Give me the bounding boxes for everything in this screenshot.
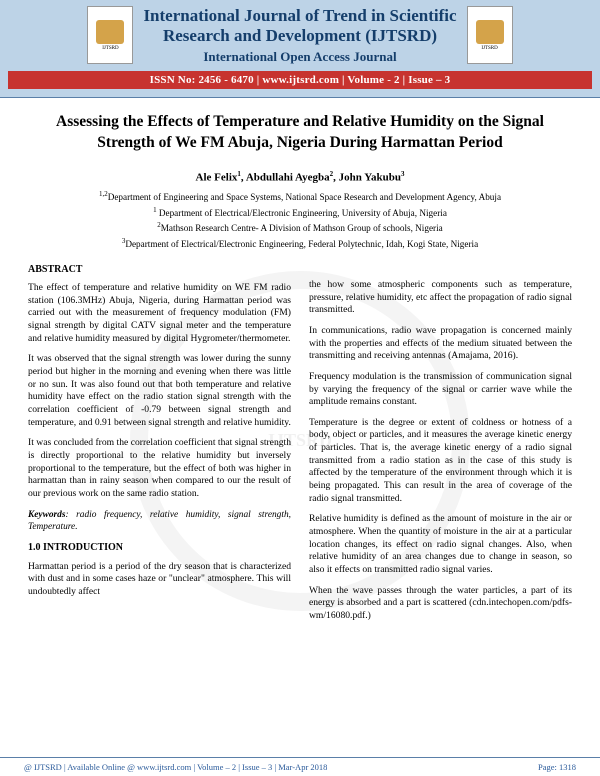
left-column: ABSTRACT The effect of temperature and r… [28,263,291,631]
affil-4-text: Department of Electrical/Electronic Engi… [125,239,478,249]
abstract-p3: It was concluded from the correlation co… [28,437,291,500]
header-row: IJTSRD International Journal of Trend in… [8,6,592,65]
intro-p1: Harmattan period is a period of the dry … [28,561,291,599]
journal-title-line2: Research and Development (IJTSRD) [143,26,456,46]
journal-subheading: International Open Access Journal [143,49,456,65]
affil-3: 2Mathson Research Centre- A Division of … [24,220,576,235]
affil-1-text: Department of Engineering and Space Syst… [108,192,501,202]
right-p4: Temperature is the degree or extent of c… [309,417,572,506]
right-p6: When the wave passes through the water p… [309,585,572,623]
author-3-sup: 3 [401,170,405,178]
spacer [309,263,572,279]
affil-1: 1,2Department of Engineering and Space S… [24,189,576,204]
keywords-line: Keywords: radio frequency, relative humi… [28,509,291,534]
author-2: Abdullahi Ayegba [246,171,330,183]
author-1-sup: 1 [237,170,241,178]
header-title-block: International Journal of Trend in Scient… [143,6,456,65]
journal-logo-left: IJTSRD [87,6,133,64]
journal-title-line1: International Journal of Trend in Scient… [143,6,456,26]
right-p2: In communications, radio wave propagatio… [309,325,572,363]
paper-title: Assessing the Effects of Temperature and… [0,98,600,158]
issn-band: ISSN No: 2456 - 6470 | www.ijtsrd.com | … [8,71,592,89]
keywords-label: Keywords [28,510,66,520]
author-3: John Yakubu [339,171,401,183]
two-columns: ABSTRACT The effect of temperature and r… [28,263,572,631]
affil-3-text: Mathson Research Centre- A Division of M… [161,223,443,233]
affil-4: 3Department of Electrical/Electronic Eng… [24,236,576,251]
right-column: the how some atmospheric components such… [309,263,572,631]
footer-right: Page: 1318 [538,762,576,772]
logo-icon [96,20,124,44]
affiliations: 1,2Department of Engineering and Space S… [0,189,600,251]
journal-header: IJTSRD International Journal of Trend in… [0,0,600,98]
logo-caption: IJTSRD [102,46,118,52]
affil-1-sup: 1,2 [99,190,108,198]
author-1: Ale Felix [196,171,238,183]
content-area: IJTSRD ABSTRACT The effect of temperatur… [0,251,600,631]
authors-line: Ale Felix1, Abdullahi Ayegba2, John Yaku… [0,170,600,184]
logo-caption: IJTSRD [481,46,497,52]
right-p5: Relative humidity is defined as the amou… [309,513,572,576]
introduction-heading: 1.0 INTRODUCTION [28,541,291,554]
footer-left: @ IJTSRD | Available Online @ www.ijtsrd… [24,762,327,772]
journal-logo-right: IJTSRD [467,6,513,64]
logo-icon [476,20,504,44]
abstract-p2: It was observed that the signal strength… [28,353,291,429]
page-footer: @ IJTSRD | Available Online @ www.ijtsrd… [0,757,600,776]
affil-2: 1 Department of Electrical/Electronic En… [24,205,576,220]
right-p3: Frequency modulation is the transmission… [309,371,572,409]
affil-2-text: Department of Electrical/Electronic Engi… [157,208,447,218]
right-p1: the how some atmospheric components such… [309,279,572,317]
abstract-heading: ABSTRACT [28,263,291,276]
abstract-p1: The effect of temperature and relative h… [28,282,291,345]
keywords-text: : radio frequency, relative humidity, si… [28,510,291,532]
author-2-sup: 2 [330,170,334,178]
